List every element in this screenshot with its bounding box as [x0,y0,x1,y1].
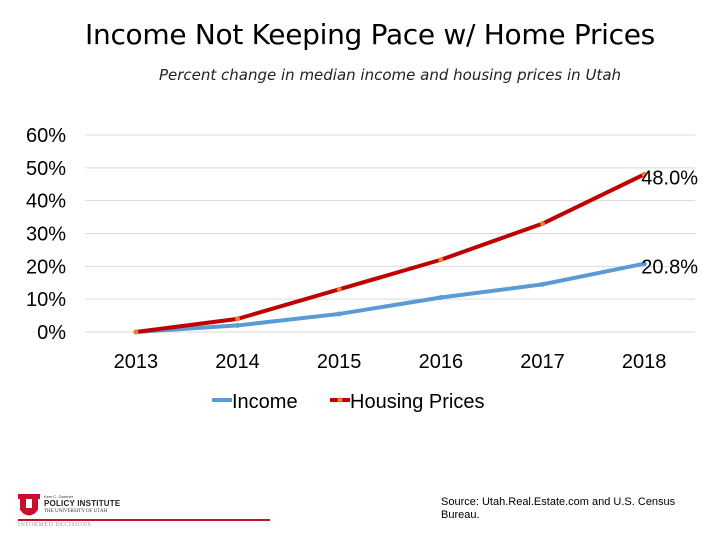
series-line-housing-prices [133,172,647,334]
series-lines [133,172,647,334]
data-point [641,261,647,267]
source-note: Source: Utah.Real.Estate.com and U.S. Ce… [441,496,676,521]
x-axis-ticks: 2013 2014 2015 2016 2017 2018 [114,351,667,373]
data-point [540,281,545,287]
x-tick-label: 2013 [114,351,159,373]
y-axis-ticks: 60% 50% 40% 30% 20% 10% 0% [26,125,66,344]
chart-subtitle: Percent change in median income and hous… [158,66,622,84]
data-label: 48.0% [641,167,698,189]
y-tick-label: 50% [26,158,66,180]
policy-institute-logo: Kem C. Gardner POLICY INSTITUTE THE UNIV… [18,494,278,530]
x-tick-label: 2016 [419,351,464,373]
y-tick-label: 30% [26,224,66,246]
x-tick-label: 2018 [622,351,667,373]
series-line-income [133,261,647,334]
line-chart: 60%50%40%30%20%10%0% 2013 2014 2015 2016 201… [26,125,698,413]
data-point [235,316,240,322]
legend-label: Housing Prices [350,391,485,413]
data-point [336,286,342,292]
data-point [336,311,342,317]
y-tick-label: 0% [37,322,66,344]
x-tick-label: 2014 [215,351,260,373]
legend-label: Income [232,391,298,413]
data-point [133,329,139,335]
data-point [438,257,444,263]
logo-main-text: POLICY INSTITUTE [44,499,121,508]
data-point [540,221,545,227]
legend: Income Housing Prices [212,391,485,413]
data-label: 20.8% [641,257,698,279]
logo-small-text: Kem C. Gardner [44,494,74,499]
logo-university-text: THE UNIVERSITY OF UTAH [44,509,108,514]
logo-tagline: INFORMED DECISIONS [18,522,92,528]
series-markers [133,171,647,335]
y-tick-label: 10% [26,289,66,311]
x-tick-label: 2015 [317,351,362,373]
logo-divider [18,519,270,521]
y-tick-label: 40% [26,191,66,213]
data-point [438,295,444,301]
gridlines [85,134,695,333]
data-point [235,322,240,328]
university-u-icon [18,494,40,516]
x-tick-label: 2017 [520,351,565,373]
y-tick-label: 60% [26,125,66,147]
y-tick-label: 20% [26,256,66,278]
data-point [641,171,647,177]
data-labels: 48.0% 20.8% [641,167,698,278]
chart-title: Income Not Keeping Pace w/ Home Prices [85,18,655,51]
legend-marker [337,397,343,403]
